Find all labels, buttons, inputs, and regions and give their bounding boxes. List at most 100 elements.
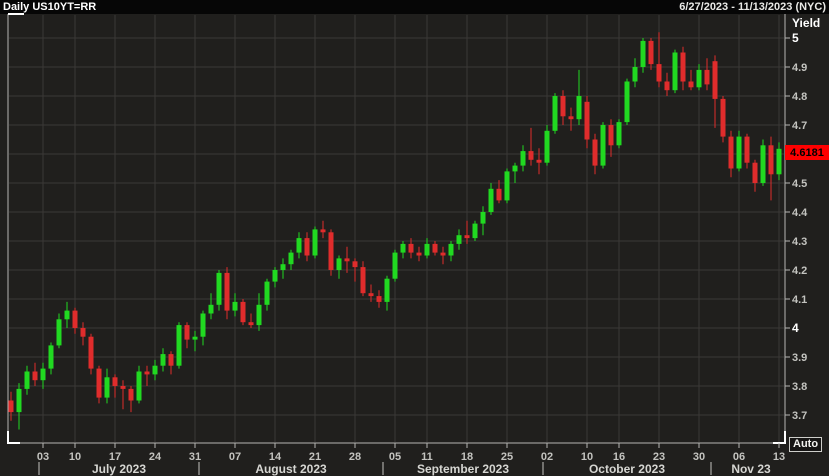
candle-body <box>480 212 486 224</box>
candle-body <box>632 67 638 82</box>
candle-up <box>64 301 70 328</box>
candle-body <box>696 69 702 88</box>
candle-body <box>48 345 54 369</box>
candle-up <box>208 293 214 320</box>
candle-up <box>488 183 494 215</box>
candle-up <box>776 142 782 181</box>
candle-body <box>768 145 774 175</box>
candle-down <box>704 58 710 91</box>
candle-up <box>552 93 558 134</box>
x-tick-label: 07 <box>229 451 241 463</box>
candle-down <box>224 267 230 320</box>
candle-up <box>504 168 510 204</box>
candle-down <box>304 232 310 262</box>
candle-up <box>200 310 206 346</box>
candle-up <box>480 206 486 236</box>
candle-down <box>664 72 670 96</box>
candle-body <box>560 96 566 117</box>
candle-down <box>8 391 14 421</box>
candle-up <box>280 258 286 279</box>
date-range: 6/27/2023 - 11/13/2023 (NYC) <box>679 1 826 13</box>
candle-body <box>408 243 414 253</box>
month-label: September 2023 <box>417 462 509 476</box>
candle-body <box>256 304 262 326</box>
candle-down <box>368 284 374 302</box>
candle-body <box>688 81 694 88</box>
candle-body <box>320 229 326 233</box>
candle-body <box>160 354 166 366</box>
candle-up <box>16 383 22 430</box>
candle-up <box>40 362 46 389</box>
candle-up <box>632 58 638 88</box>
candle-down <box>592 133 598 175</box>
x-tick-label: 02 <box>541 451 553 463</box>
y-tick-label: 4.3 <box>792 236 807 248</box>
x-tick-label: 11 <box>421 451 433 463</box>
candle-down <box>440 246 446 265</box>
candle-body <box>760 145 766 183</box>
candle-body <box>600 125 606 166</box>
candle-down <box>240 299 246 326</box>
auto-scale-button[interactable]: Auto <box>789 437 823 452</box>
x-tick-label: 30 <box>693 451 705 463</box>
month-label: August 2023 <box>255 462 327 476</box>
candle-down <box>408 238 414 259</box>
y-tick-label: 4.2 <box>792 265 807 277</box>
candle-body <box>680 52 686 82</box>
x-tick-label: 05 <box>389 451 401 463</box>
candle-body <box>664 81 670 91</box>
candle-body <box>536 159 542 163</box>
candle-up <box>272 267 278 288</box>
y-tick-label: 5 <box>792 31 799 45</box>
candle-body <box>96 368 102 398</box>
candle-body <box>232 301 238 311</box>
candle-body <box>152 365 158 375</box>
candle-body <box>296 238 302 253</box>
candle-body <box>448 243 454 256</box>
candle-body <box>64 310 70 320</box>
candle-down <box>680 46 686 91</box>
y-tick-label: 4.5 <box>792 178 807 190</box>
y-tick-label: 3.8 <box>792 381 807 393</box>
candle-body <box>216 272 222 305</box>
candle-body <box>648 40 654 65</box>
candle-body <box>488 188 494 212</box>
candle-down <box>752 159 758 192</box>
y-tick-label: 4.9 <box>792 62 807 74</box>
candle-body <box>424 243 430 256</box>
candle-body <box>392 252 398 279</box>
candle-body <box>72 310 78 328</box>
candle-body <box>616 122 622 146</box>
candle-body <box>328 232 334 270</box>
candle-up <box>232 293 238 317</box>
candle-body <box>280 264 286 270</box>
candle-up <box>56 313 62 349</box>
candle-body <box>640 40 646 67</box>
candle-down <box>88 333 94 375</box>
candle-body <box>752 162 758 183</box>
y-tick-label: 4.8 <box>792 91 807 103</box>
candle-body <box>304 238 310 256</box>
candle-down <box>744 133 750 169</box>
candle-body <box>672 52 678 91</box>
candle-down <box>32 362 38 386</box>
candle-up <box>600 122 606 169</box>
candle-body <box>224 272 230 311</box>
x-tick-label: 03 <box>37 451 49 463</box>
candle-down <box>112 374 118 398</box>
candle-body <box>56 319 62 346</box>
candle-body <box>248 322 254 326</box>
candle-up <box>576 69 582 125</box>
candle-down <box>328 229 334 276</box>
candle-body <box>520 151 526 166</box>
candle-body <box>168 354 174 366</box>
candle-body <box>272 270 278 282</box>
y-tick-label: 3.9 <box>792 352 807 364</box>
candle-body <box>704 69 710 85</box>
candle-body <box>200 313 206 337</box>
candle-body <box>544 130 550 163</box>
candle-up <box>544 125 550 166</box>
x-tick-label: 24 <box>149 451 162 463</box>
